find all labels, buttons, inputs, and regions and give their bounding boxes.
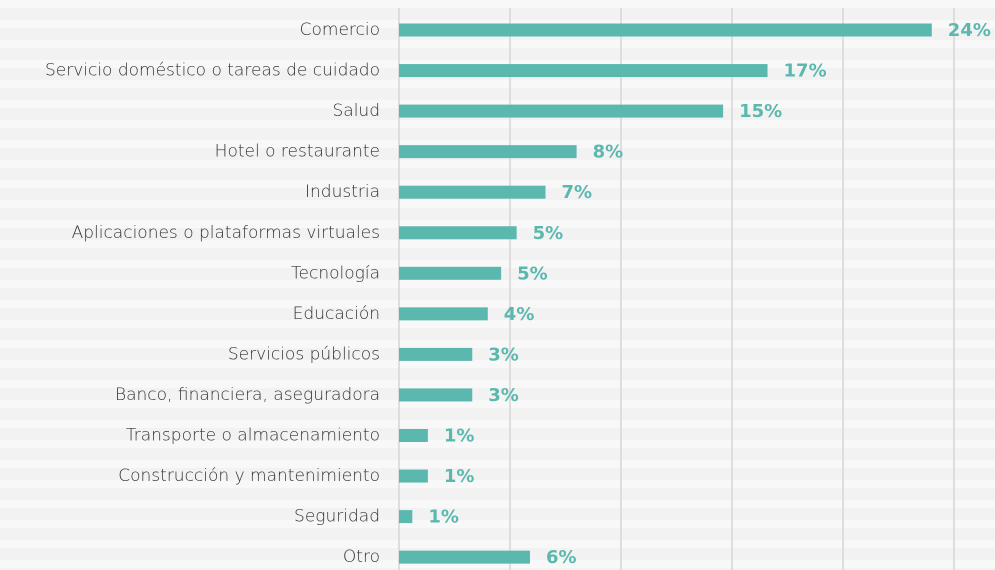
category-label: Seguridad — [294, 507, 380, 527]
stripe — [0, 300, 995, 308]
bar — [399, 429, 428, 442]
stripe — [0, 520, 995, 528]
stripe — [0, 540, 995, 548]
stripe — [0, 420, 995, 428]
category-label: Banco, financiera, aseguradora — [115, 385, 380, 405]
bar — [399, 469, 428, 483]
category-label: Hotel o restaurante — [215, 142, 380, 162]
value-label: 8% — [593, 142, 624, 163]
bar — [399, 185, 546, 199]
stripe — [0, 140, 995, 148]
category-label: Servicio doméstico o tareas de cuidado — [45, 61, 380, 81]
stripe — [0, 400, 995, 408]
value-label: 6% — [546, 547, 577, 568]
stripe — [0, 60, 995, 68]
category-label: Servicios públicos — [228, 344, 380, 364]
bar — [399, 388, 473, 402]
value-label: 3% — [488, 385, 519, 406]
value-label: 24% — [948, 20, 991, 41]
bar — [399, 104, 724, 118]
stripe — [0, 560, 995, 568]
bar — [399, 226, 517, 240]
value-label: 1% — [444, 426, 475, 447]
stripe — [0, 220, 995, 228]
value-label: 3% — [488, 344, 519, 365]
stripe — [0, 0, 995, 8]
category-label: Aplicaciones o plataformas virtuales — [72, 223, 380, 243]
bar — [399, 550, 530, 564]
bar — [399, 23, 932, 37]
stripe — [0, 460, 995, 468]
stripe — [0, 500, 995, 508]
stripe — [0, 440, 995, 448]
stripe — [0, 100, 995, 108]
stripe — [0, 280, 995, 288]
category-label: Otro — [343, 547, 380, 567]
bar — [399, 510, 413, 524]
bar — [399, 64, 768, 78]
category-label: Industria — [305, 182, 380, 202]
category-label: Construcción y mantenimiento — [118, 466, 380, 486]
value-label: 1% — [444, 466, 475, 487]
bar — [399, 347, 473, 361]
value-label: 5% — [517, 263, 548, 284]
stripe — [0, 340, 995, 348]
stripe — [0, 120, 995, 128]
stripe — [0, 40, 995, 48]
value-label: 15% — [739, 101, 782, 122]
stripe — [0, 160, 995, 168]
value-label: 1% — [428, 507, 459, 528]
stripe — [0, 360, 995, 368]
bar — [399, 145, 577, 159]
stripe — [0, 80, 995, 88]
category-label: Tecnología — [291, 263, 380, 283]
value-label: 5% — [533, 223, 564, 244]
category-label: Salud — [333, 101, 381, 121]
stripe — [0, 260, 995, 268]
bar — [399, 307, 488, 321]
stripe — [0, 240, 995, 248]
category-label: Educación — [293, 304, 380, 324]
value-label: 7% — [562, 182, 593, 203]
stripe — [0, 200, 995, 208]
value-label: 17% — [784, 61, 827, 82]
stripe — [0, 180, 995, 188]
value-label: 4% — [504, 304, 535, 325]
stripe — [0, 320, 995, 328]
bar — [399, 266, 502, 280]
category-label: Transporte o almacenamiento — [126, 426, 380, 446]
stripe — [0, 380, 995, 388]
category-label: Comercio — [300, 20, 380, 40]
stripe — [0, 480, 995, 488]
